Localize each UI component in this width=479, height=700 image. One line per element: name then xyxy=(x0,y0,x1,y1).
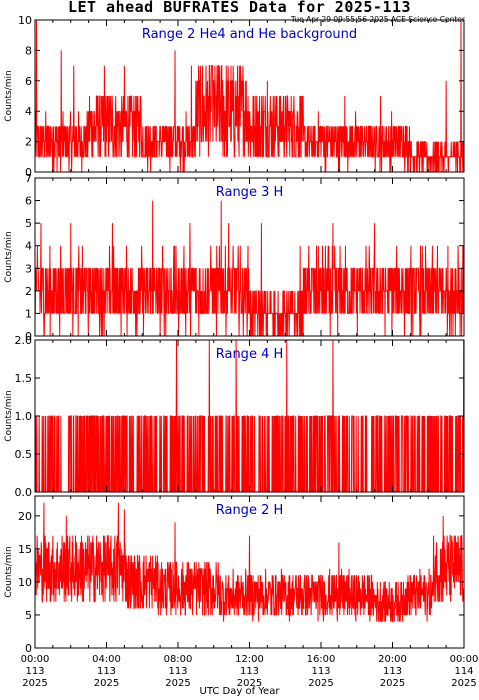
y-tick-label: 3 xyxy=(25,262,32,275)
series-line-panel-2 xyxy=(34,200,465,337)
panel-title-4: Range 2 H xyxy=(216,503,284,518)
x-tick-label-time: 00:00 xyxy=(21,654,50,665)
x-tick-label-day: 113 xyxy=(240,666,259,677)
x-tick-label-day: 113 xyxy=(25,666,44,677)
x-tick-label-year: 2025 xyxy=(94,678,119,689)
x-tick-label-day: 113 xyxy=(168,666,187,677)
y-tick-label: 6 xyxy=(25,75,32,88)
x-tick-label-time: 20:00 xyxy=(378,654,407,665)
panel-title-3: Range 4 H xyxy=(216,347,284,362)
y-axis-label-panel-2: Counts/min xyxy=(4,231,14,282)
y-tick-label: 1 xyxy=(25,307,32,320)
panel-title-1: Range 2 He4 and He background xyxy=(142,27,357,42)
x-tick-label-year: 2025 xyxy=(22,678,47,689)
y-tick-label: 0 xyxy=(25,166,32,179)
x-tick-label-year: 2025 xyxy=(237,678,262,689)
y-tick-label: 7 xyxy=(25,172,32,185)
x-tick-label-time: 08:00 xyxy=(164,654,193,665)
x-tick-label-day: 113 xyxy=(383,666,402,677)
x-tick-label-time: 04:00 xyxy=(92,654,121,665)
y-tick-label: 1.0 xyxy=(15,410,33,423)
y-tick-label: 6 xyxy=(25,195,32,208)
y-tick-label: 0 xyxy=(25,642,32,655)
y-tick-label: 0.5 xyxy=(15,448,33,461)
x-tick-label-day: 113 xyxy=(311,666,330,677)
y-tick-label: 2 xyxy=(25,285,32,298)
y-tick-label: 10 xyxy=(18,14,32,27)
y-tick-label: 2 xyxy=(25,136,32,149)
x-tick-label-time: 12:00 xyxy=(235,654,264,665)
x-tick-label-time: 16:00 xyxy=(307,654,336,665)
series-line-panel-1 xyxy=(34,19,465,173)
series-line-panel-4 xyxy=(34,502,465,623)
x-tick-label-day: 113 xyxy=(97,666,116,677)
y-axis-label-panel-4: Counts/min xyxy=(4,546,14,597)
y-tick-label: 0.0 xyxy=(15,486,33,499)
y-tick-label: 8 xyxy=(25,44,32,57)
y-tick-label: 20 xyxy=(18,510,32,523)
x-tick-label-time: 00:00 xyxy=(450,654,479,665)
y-tick-label: 15 xyxy=(18,543,32,556)
y-tick-label: 10 xyxy=(18,576,32,589)
y-tick-label: 5 xyxy=(25,609,32,622)
x-tick-label-day: 114 xyxy=(454,666,473,677)
chart-title: LET ahead BUFRATES Data for 2025-113 xyxy=(67,0,412,16)
y-axis-label-panel-3: Counts/min xyxy=(4,390,14,441)
y-axis-label-panel-1: Counts/min xyxy=(4,70,14,121)
y-tick-label: 1.5 xyxy=(15,372,33,385)
y-tick-label: 4 xyxy=(25,105,32,118)
x-tick-label-year: 2025 xyxy=(308,678,333,689)
y-tick-label: 4 xyxy=(25,240,32,253)
x-tick-label-year: 2025 xyxy=(451,678,476,689)
x-tick-label-year: 2025 xyxy=(380,678,405,689)
series-line-panel-3 xyxy=(34,339,465,493)
panel-title-2: Range 3 H xyxy=(216,185,284,200)
y-tick-label: 5 xyxy=(25,217,32,230)
y-tick-label: 2.0 xyxy=(15,334,33,347)
x-tick-label-year: 2025 xyxy=(165,678,190,689)
y-tick-label: 0 xyxy=(25,330,32,343)
x-axis-label: UTC Day of Year xyxy=(199,686,280,697)
